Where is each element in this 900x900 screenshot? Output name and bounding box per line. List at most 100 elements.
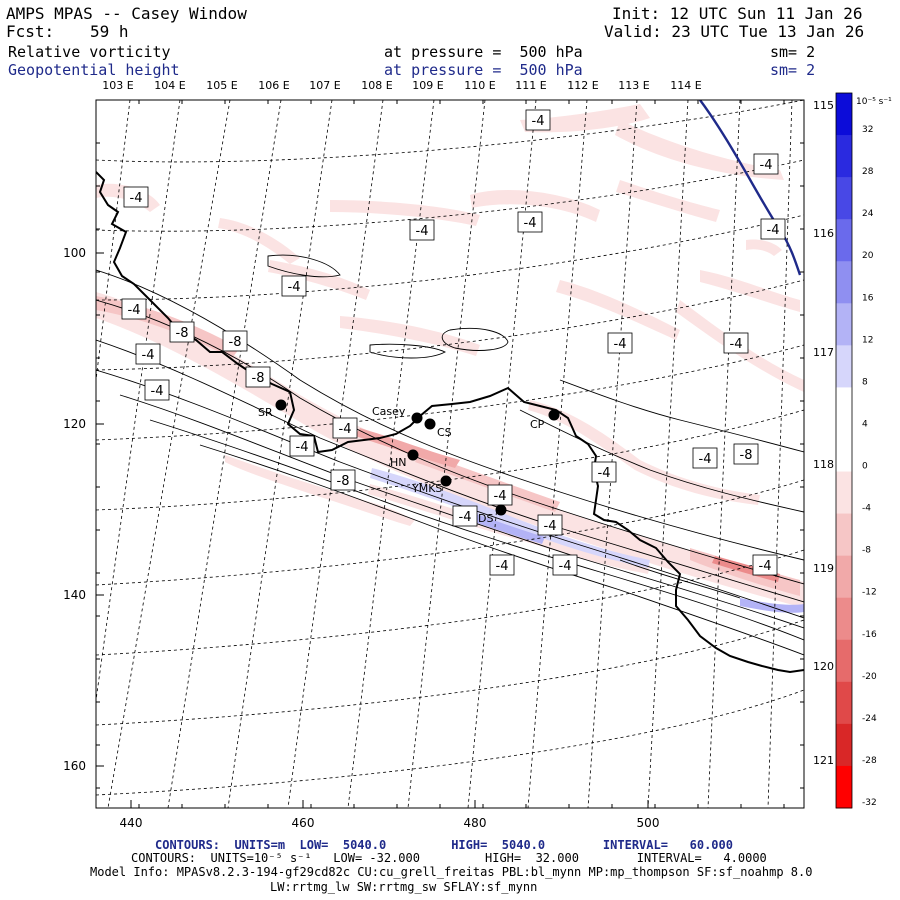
colorbar-tick-label: 24 bbox=[862, 209, 874, 219]
longitude-label-top: 112 E bbox=[567, 79, 598, 92]
axes: 440 460 480 500 100 120 140 160 bbox=[63, 99, 804, 830]
longitude-label-top: 113 E bbox=[618, 79, 649, 92]
contour-labels: -4 -4 -4 -4 -4 -4 -4 -4 -8 -8 -4 -4 -4 -4 -8 -4 -4 -4 -4 -8… bbox=[121, 109, 786, 576]
svg-text:-4: -4 bbox=[767, 223, 780, 238]
contour-label: -4 bbox=[537, 514, 563, 536]
station-marker: CP bbox=[530, 409, 560, 431]
contour-label: -4 bbox=[281, 275, 307, 297]
svg-text:-8: -8 bbox=[176, 326, 189, 341]
svg-text:-4: -4 bbox=[532, 114, 545, 129]
colorbar-swatch bbox=[836, 681, 852, 725]
contour-label: -4 bbox=[591, 461, 617, 483]
svg-text:-4: -4 bbox=[459, 510, 472, 525]
longitude-label-top: 109 E bbox=[412, 79, 443, 92]
colorbar-swatch bbox=[836, 177, 852, 220]
coastline bbox=[96, 171, 804, 674]
svg-text:-4: -4 bbox=[598, 466, 611, 481]
geopotential-contour bbox=[699, 100, 802, 276]
svg-text:-4: -4 bbox=[544, 519, 557, 534]
graticule bbox=[96, 100, 804, 808]
field1-level: at pressure = 500 hPa bbox=[384, 43, 583, 61]
init-time: Init: 12 UTC Sun 11 Jan 26 bbox=[612, 4, 863, 23]
station-label: SR bbox=[258, 406, 273, 419]
colorbar-tick-label: -16 bbox=[862, 630, 877, 640]
svg-text:-4: -4 bbox=[494, 489, 507, 504]
colorbar-tick-label: 28 bbox=[862, 167, 874, 177]
contour-label: -4 bbox=[452, 505, 478, 527]
forecast-hour: 59 h bbox=[90, 22, 129, 41]
longitude-label-top: 103 E bbox=[102, 79, 133, 92]
svg-text:-4: -4 bbox=[142, 348, 155, 363]
colorbar-tick-label: 0 bbox=[862, 462, 868, 472]
contour-label: -4 bbox=[289, 435, 315, 457]
colorbar-swatch bbox=[836, 471, 852, 515]
contour-label: -4 bbox=[135, 343, 161, 365]
contour-label: -4 bbox=[760, 218, 786, 240]
colorbar-swatch bbox=[836, 597, 852, 641]
colorbar-tick-label: -32 bbox=[862, 798, 877, 808]
svg-text:-4: -4 bbox=[524, 216, 537, 231]
valid-time: Valid: 23 UTC Tue 13 Jan 26 bbox=[604, 22, 865, 41]
x-tick-label: 480 bbox=[464, 816, 487, 830]
contours-height-info: CONTOURS: UNITS=m LOW= 5040.0 HIGH= 5040… bbox=[155, 838, 733, 852]
station-label: YMKS bbox=[411, 482, 442, 495]
map-panel: -4 -4 -4 -4 -4 -4 -4 -4 -8 -8 -4 -4 -4 -4 -8 -4 -4 -4 -4 -8… bbox=[96, 100, 804, 808]
contour-label: -4 bbox=[752, 554, 778, 576]
svg-text:-4: -4 bbox=[151, 384, 164, 399]
longitude-label-top: 110 E bbox=[464, 79, 495, 92]
colorbar-swatch bbox=[836, 513, 852, 557]
model-info-physics: LW:rrtmg_lw SW:rrtmg_sw SFLAY:sf_mynn bbox=[270, 880, 538, 894]
longitude-label-top: 108 E bbox=[361, 79, 392, 92]
colorbar-swatch bbox=[836, 429, 852, 473]
y-tick-label: 160 bbox=[63, 759, 86, 773]
svg-text:-4: -4 bbox=[288, 280, 301, 295]
svg-text:-4: -4 bbox=[496, 559, 509, 574]
svg-text:-4: -4 bbox=[730, 337, 743, 352]
longitude-label-top: 111 E bbox=[515, 79, 546, 92]
colorbar-swatch bbox=[836, 135, 852, 178]
contour-label: -4 bbox=[489, 554, 515, 576]
contour-label: -8 bbox=[733, 443, 759, 465]
contour-label: -4 bbox=[723, 332, 749, 354]
station-marker: CS bbox=[424, 418, 452, 439]
longitude-label-top: 105 E bbox=[206, 79, 237, 92]
svg-text:-4: -4 bbox=[614, 337, 627, 352]
colorbar-tick-label: 12 bbox=[862, 335, 873, 345]
contour-label: -4 bbox=[692, 447, 718, 469]
x-tick-label: 500 bbox=[637, 816, 660, 830]
station-label: CP bbox=[530, 418, 545, 431]
svg-text:-8: -8 bbox=[229, 335, 242, 350]
vorticity-contours bbox=[96, 254, 804, 656]
station-marker: HN bbox=[390, 449, 419, 469]
field1-name: Relative vorticity bbox=[8, 43, 171, 61]
svg-text:-4: -4 bbox=[760, 158, 773, 173]
contour-label: -8 bbox=[169, 321, 195, 343]
svg-text:-4: -4 bbox=[759, 559, 772, 574]
contour-label: -4 bbox=[753, 153, 779, 175]
colorbar-tick-label: 20 bbox=[862, 251, 874, 261]
svg-text:-4: -4 bbox=[699, 452, 712, 467]
model-info: Model Info: MPASv8.2.3-194-gf29cd82c CU:… bbox=[90, 865, 813, 879]
contour-label: -4 bbox=[332, 417, 358, 439]
colorbar-swatch bbox=[836, 345, 852, 388]
colorbar-swatch bbox=[836, 387, 852, 430]
contour-label: -8 bbox=[222, 330, 248, 352]
svg-text:-4: -4 bbox=[296, 440, 309, 455]
colorbar-tick-label: 8 bbox=[862, 377, 868, 387]
svg-text:-4: -4 bbox=[559, 559, 572, 574]
longitude-label-top: 106 E bbox=[258, 79, 289, 92]
colorbar-tick-label: 4 bbox=[862, 419, 868, 429]
field2-level: at pressure = 500 hPa bbox=[384, 61, 583, 79]
x-tick-label: 440 bbox=[120, 816, 143, 830]
forecast-label: Fcst: bbox=[6, 22, 55, 41]
y-tick-label: 100 bbox=[63, 246, 86, 260]
colorbar-tick-label: -24 bbox=[862, 714, 877, 724]
contour-label: -4 bbox=[144, 379, 170, 401]
longitude-label-top: 114 E bbox=[670, 79, 701, 92]
station-marker: YMKS bbox=[411, 475, 452, 495]
colorbar-tick-label: -12 bbox=[862, 588, 877, 598]
svg-text:-4: -4 bbox=[339, 422, 352, 437]
colorbar-tick-label: -8 bbox=[862, 546, 871, 556]
colorbar-tick-label: 16 bbox=[862, 293, 874, 303]
